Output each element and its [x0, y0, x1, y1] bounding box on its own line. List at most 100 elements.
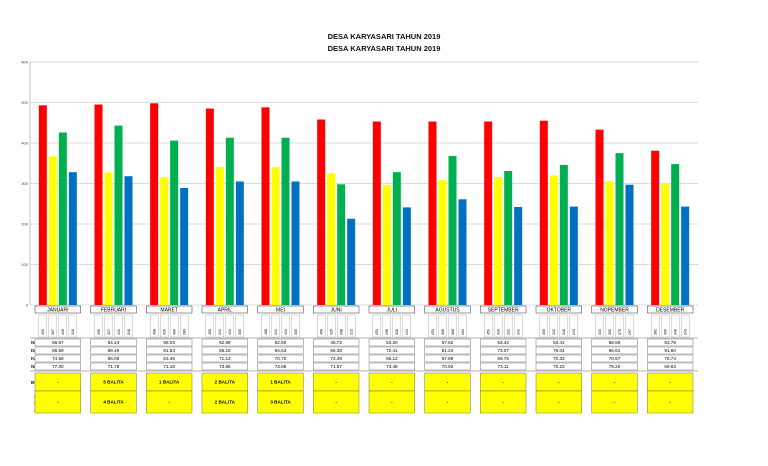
- ratio-cell: [313, 338, 360, 347]
- ratio-value-ds: 81.24: [442, 348, 454, 353]
- value-cell: [504, 314, 513, 338]
- y-tick-label: 600: [21, 60, 28, 65]
- balita2t-value: 4 BALITA: [103, 400, 124, 405]
- value-label-n: 318: [127, 329, 131, 335]
- ratio-value-ks: 72.49: [330, 356, 342, 361]
- ratio-value-ks: 70.33: [553, 356, 565, 361]
- bgm-value: -: [57, 380, 59, 385]
- row-label-ns: N/S: [31, 340, 39, 345]
- ratio-cell: [368, 354, 415, 363]
- bar-april-d: [225, 137, 234, 305]
- ratio-value-ns: 68.59: [609, 340, 621, 345]
- month-label: DESEMBER: [656, 307, 684, 313]
- balita2t-cell: [368, 390, 415, 414]
- bar-juli-s: [372, 121, 381, 305]
- bar-maret-s: [150, 103, 159, 305]
- month-header-mei: [257, 305, 304, 314]
- bgm-value: -: [391, 380, 393, 385]
- balita2t-value: -: [57, 400, 59, 405]
- month-header-nopember: [591, 305, 638, 314]
- value-label-n: 297: [628, 329, 632, 335]
- ratio-value-ks: 70.67: [609, 356, 621, 361]
- bar-januari-k: [48, 156, 57, 305]
- ratio-cell: [257, 354, 304, 363]
- ratio-value-nd: 73.11: [498, 364, 510, 369]
- value-label-s: 455: [542, 329, 546, 335]
- ratio-cell: [480, 354, 527, 363]
- value-cell: [448, 314, 457, 338]
- value-label-s: 381: [653, 329, 657, 335]
- ratio-cell: [368, 346, 415, 355]
- balita2t-value: 2 BALITA: [215, 400, 236, 405]
- balita2t-cell: [647, 390, 694, 414]
- bar-agustus-s: [428, 121, 437, 305]
- value-label-k: 308: [441, 329, 445, 335]
- ratio-cell: [34, 362, 81, 371]
- bar-april-s: [205, 108, 214, 305]
- bar-juni-n: [347, 218, 356, 305]
- ratio-value-ds: 89.49: [108, 348, 120, 353]
- bar-mei-d: [281, 137, 290, 305]
- bar-februari-d: [114, 125, 123, 306]
- value-cell: [114, 314, 123, 338]
- bar-maret-k: [160, 177, 169, 305]
- ratio-cell: [591, 338, 638, 347]
- month-header-juli: [368, 305, 415, 314]
- bgm-value: 5 BALITA: [103, 380, 124, 385]
- bar-desember-s: [651, 150, 660, 305]
- ratio-cell: [313, 346, 360, 355]
- value-cell: [402, 314, 411, 338]
- ratio-cell: [368, 362, 415, 371]
- bar-januari-d: [58, 132, 67, 305]
- bar-september-k: [494, 177, 503, 305]
- value-label-k: 325: [329, 329, 333, 335]
- bar-mei-n: [291, 181, 300, 305]
- ratio-value-nd: 71.57: [330, 364, 342, 369]
- month-header-februari: [90, 305, 137, 314]
- ratio-value-ks: 63.45: [163, 356, 175, 361]
- balita2t-value: -: [669, 400, 671, 405]
- bar-februari-k: [104, 172, 113, 305]
- ratio-cell: [647, 338, 694, 347]
- value-label-d: 443: [117, 329, 121, 335]
- ratio-cell: [424, 354, 471, 363]
- ratio-cell: [146, 354, 193, 363]
- ratio-value-nd: 79.20: [609, 364, 621, 369]
- value-label-d: 413: [228, 329, 232, 335]
- ratio-value-ds: 76.04: [553, 348, 565, 353]
- balita2t-cell: [313, 390, 360, 414]
- value-label-k: 327: [107, 329, 111, 335]
- ratio-value-nd: 69.63: [664, 364, 676, 369]
- value-cell: [661, 314, 670, 338]
- bgm-value: -: [447, 380, 449, 385]
- bar-juni-k: [327, 173, 336, 305]
- value-label-s: 493: [41, 329, 45, 335]
- ratio-value-ns: 58.03: [163, 340, 175, 345]
- value-cell: [337, 314, 346, 338]
- value-label-n: 261: [461, 329, 465, 335]
- ratio-value-ds: 81.53: [163, 348, 175, 353]
- month-label: JANUARI: [47, 307, 68, 313]
- ratio-value-ks: 65.12: [386, 356, 398, 361]
- bar-agustus-k: [438, 180, 447, 305]
- month-label: APRIL: [218, 307, 233, 313]
- ratio-cell: [480, 362, 527, 371]
- bar-desember-k: [661, 183, 670, 305]
- ratio-cell: [257, 338, 304, 347]
- value-label-n: 305: [238, 329, 242, 335]
- value-cell: [651, 314, 660, 338]
- value-label-s: 458: [319, 329, 323, 335]
- value-cell: [291, 314, 300, 338]
- month-header-agustus: [424, 305, 471, 314]
- ratio-cell: [535, 354, 582, 363]
- value-cell: [317, 314, 326, 338]
- bar-juli-d: [392, 172, 401, 305]
- ratio-value-ks: 70.70: [275, 356, 287, 361]
- value-label-n: 242: [516, 329, 520, 335]
- value-label-s: 453: [431, 329, 435, 335]
- value-cell: [605, 314, 614, 338]
- value-label-k: 300: [663, 329, 667, 335]
- ratio-value-ns: 63.78: [664, 340, 676, 345]
- value-cell: [225, 314, 234, 338]
- ratio-value-nd: 73.85: [219, 364, 231, 369]
